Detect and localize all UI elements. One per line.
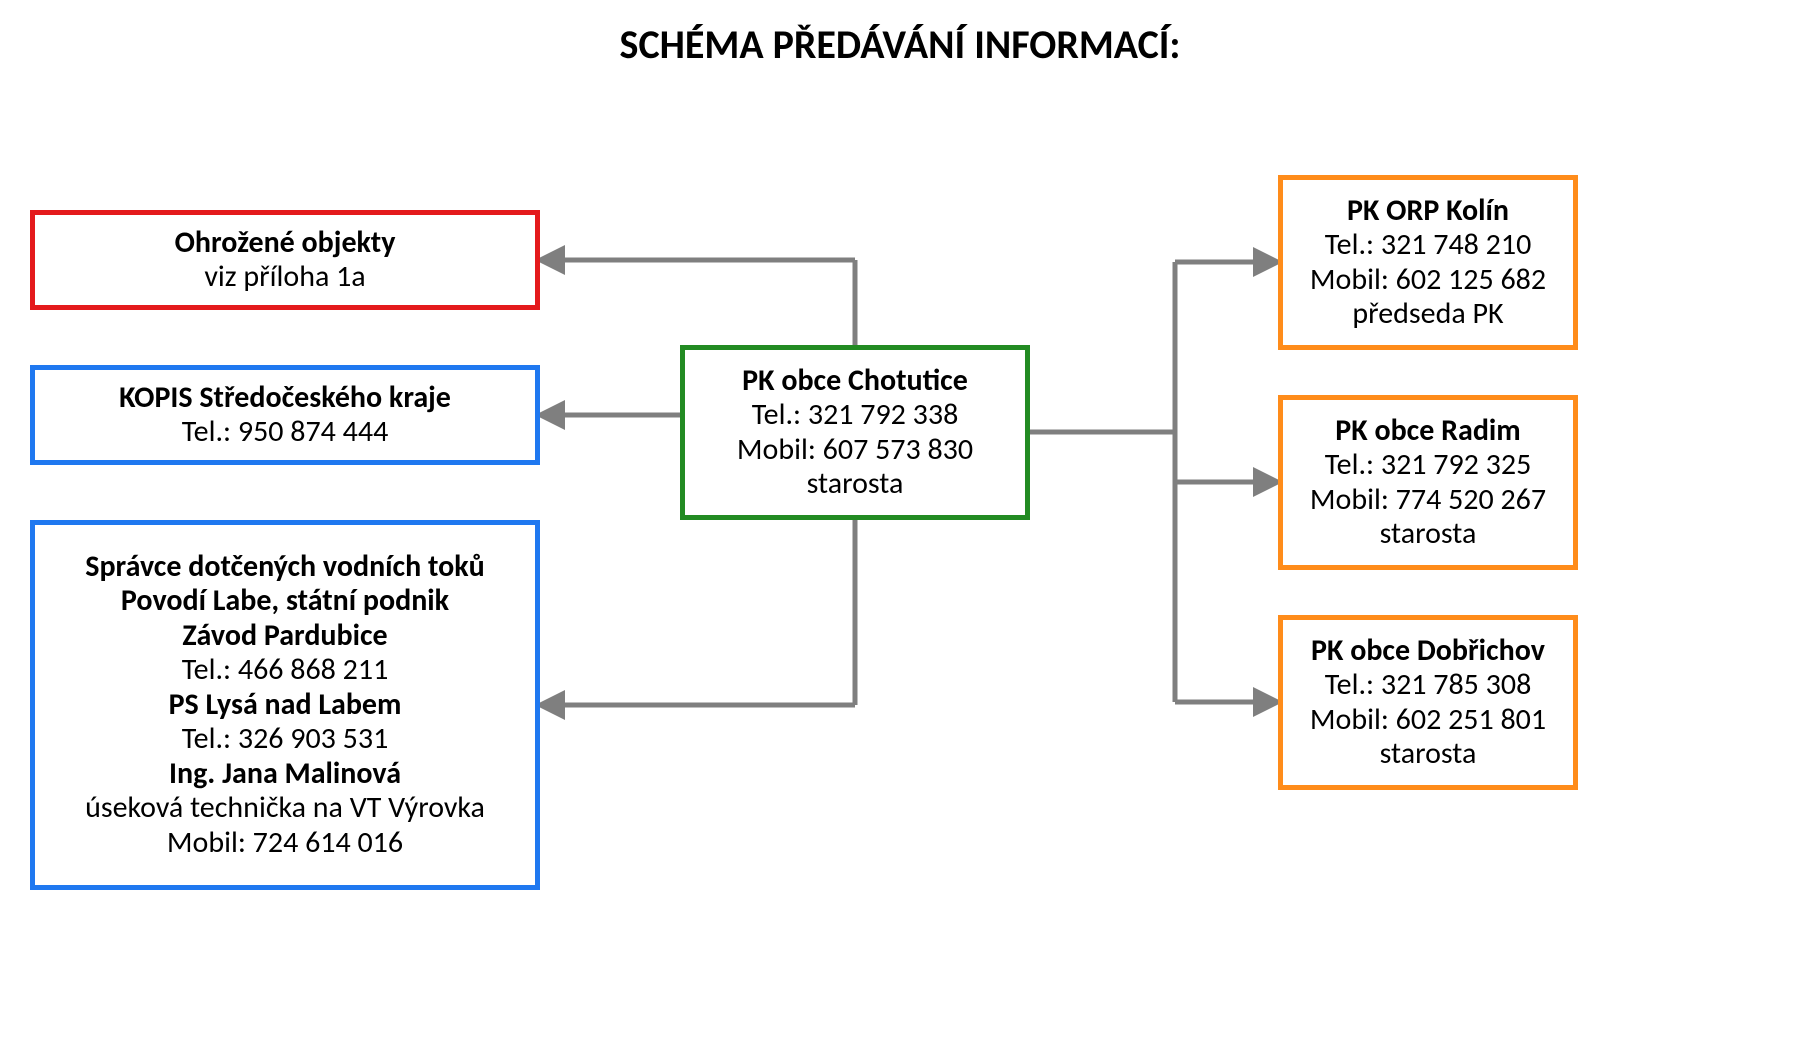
node-ohrozene: Ohrožené objektyviz příloha 1a: [30, 210, 540, 310]
node-dobrichov: PK obce DobřichovTel.: 321 785 308Mobil:…: [1278, 615, 1578, 790]
node-center: PK obce ChotuticeTel.: 321 792 338Mobil:…: [680, 345, 1030, 520]
node-line: Správce dotčených vodních toků: [45, 550, 525, 585]
node-line: starosta: [1293, 737, 1563, 772]
node-line: PS Lysá nad Labem: [45, 688, 525, 723]
node-line: Mobil: 602 125 682: [1293, 263, 1563, 298]
node-line: starosta: [695, 467, 1015, 502]
node-line: Tel.: 950 874 444: [45, 415, 525, 450]
node-line: PK obce Chotutice: [695, 364, 1015, 399]
node-line: KOPIS Středočeského kraje: [45, 381, 525, 416]
node-line: Ohrožené objekty: [45, 226, 525, 261]
node-line: Tel.: 466 868 211: [45, 653, 525, 688]
diagram-title: SCHÉMA PŘEDÁVÁNÍ INFORMACÍ:: [0, 20, 1800, 69]
node-line: Tel.: 321 785 308: [1293, 668, 1563, 703]
diagram-canvas: SCHÉMA PŘEDÁVÁNÍ INFORMACÍ: PK obce Chot…: [0, 0, 1800, 1042]
node-line: Mobil: 602 251 801: [1293, 703, 1563, 738]
node-line: Mobil: 774 520 267: [1293, 483, 1563, 518]
node-line: Mobil: 607 573 830: [695, 433, 1015, 468]
node-line: PK obce Dobřichov: [1293, 634, 1563, 669]
node-line: Tel.: 321 792 338: [695, 398, 1015, 433]
node-line: viz příloha 1a: [45, 260, 525, 295]
node-line: Tel.: 326 903 531: [45, 722, 525, 757]
node-line: PK ORP Kolín: [1293, 194, 1563, 229]
node-kolin: PK ORP KolínTel.: 321 748 210Mobil: 602 …: [1278, 175, 1578, 350]
node-line: úseková technička na VT Výrovka: [45, 791, 525, 826]
node-kopis: KOPIS Středočeského krajeTel.: 950 874 4…: [30, 365, 540, 465]
node-radim: PK obce RadimTel.: 321 792 325Mobil: 774…: [1278, 395, 1578, 570]
node-line: Tel.: 321 792 325: [1293, 448, 1563, 483]
node-line: PK obce Radim: [1293, 414, 1563, 449]
node-line: Závod Pardubice: [45, 619, 525, 654]
node-line: Mobil: 724 614 016: [45, 826, 525, 861]
node-spravce: Správce dotčených vodních tokůPovodí Lab…: [30, 520, 540, 890]
node-line: Ing. Jana Malinová: [45, 757, 525, 792]
node-line: starosta: [1293, 517, 1563, 552]
node-line: předseda PK: [1293, 297, 1563, 332]
node-line: Tel.: 321 748 210: [1293, 228, 1563, 263]
node-line: Povodí Labe, státní podnik: [45, 584, 525, 619]
